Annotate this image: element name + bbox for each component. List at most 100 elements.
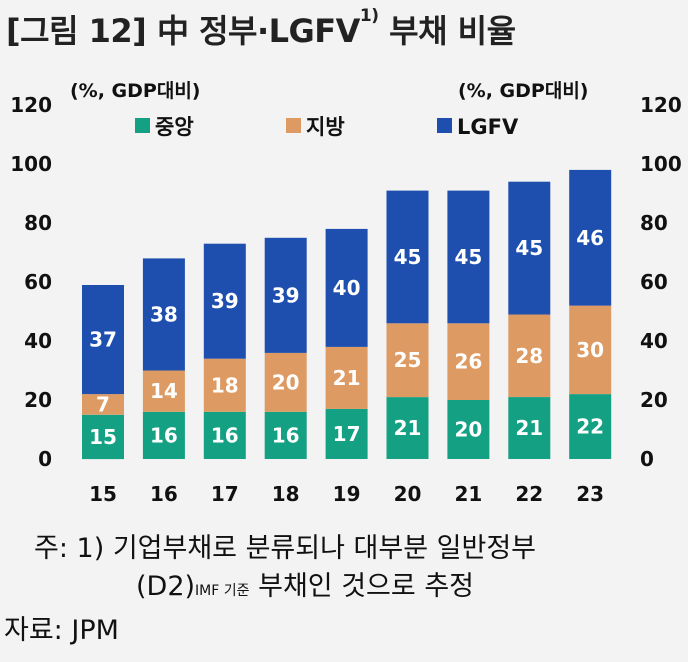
footnote-line-2: (D2)IMF 기준 부채인 것으로 추정	[136, 564, 474, 603]
y-tick-left-60: 60	[24, 270, 52, 294]
bar-LGFV-23	[569, 169, 612, 306]
y-tick-right-20: 20	[640, 388, 668, 412]
bar-중앙-23	[569, 394, 612, 459]
left-y-ticks: 0 20 40 60 80 100 120	[10, 93, 52, 471]
bar-중앙-15	[82, 414, 124, 460]
data-label-지방-15: 7	[96, 392, 110, 416]
y-tick-left-100: 100	[10, 152, 52, 176]
bar-지방-22	[508, 314, 551, 397]
y-tick-left-20: 20	[24, 388, 52, 412]
data-label-중앙-19: 17	[333, 422, 361, 446]
y-tick-right-100: 100	[640, 152, 682, 176]
y-tick-left-80: 80	[24, 211, 52, 235]
bar-지방-16	[142, 370, 185, 412]
data-label-LGFV-23: 46	[576, 226, 604, 250]
y-tick-right-80: 80	[640, 211, 668, 235]
data-label-중앙-16: 16	[150, 423, 178, 447]
legend-swatch-지방	[286, 118, 301, 133]
bar-LGFV-17	[203, 243, 246, 359]
y-tick-right-120: 120	[640, 93, 682, 117]
data-label-중앙-15: 15	[89, 425, 117, 449]
x-tick-22: 22	[515, 482, 543, 506]
data-label-LGFV-22: 45	[515, 236, 543, 260]
data-label-지방-16: 14	[150, 379, 178, 403]
bars-group: 15 7 37 16 14 38 16 18 39 16 20 39 17 21 40 21 25 45 20 26 4…	[82, 169, 612, 460]
footnote-d2: (D2)	[136, 571, 196, 602]
data-label-지방-20: 25	[394, 348, 422, 372]
bar-지방-21	[447, 323, 490, 400]
bar-지방-15	[82, 394, 124, 415]
bar-중앙-17	[203, 411, 246, 459]
data-label-중앙-18: 16	[272, 423, 300, 447]
bar-지방-17	[203, 358, 246, 412]
x-tick-21: 21	[454, 482, 482, 506]
bar-지방-20	[386, 323, 429, 398]
title-footnote-mark: 1)	[359, 6, 379, 26]
legend-swatch-LGFV	[437, 118, 452, 133]
bar-LGFV-15	[82, 285, 124, 395]
source-line: 자료: JPM	[4, 615, 119, 646]
data-label-중앙-17: 16	[211, 423, 239, 447]
data-label-LGFV-15: 37	[89, 328, 117, 352]
bar-중앙-20	[386, 397, 429, 459]
bar-중앙-22	[508, 397, 551, 459]
x-tick-23: 23	[576, 482, 604, 506]
bar-중앙-21	[447, 400, 490, 459]
data-label-지방-21: 26	[454, 350, 482, 374]
bar-지방-19	[325, 346, 368, 409]
data-label-LGFV-19: 40	[333, 276, 361, 300]
data-label-중앙-22: 21	[515, 416, 543, 440]
bar-LGFV-18	[264, 237, 307, 353]
footnote-imf: IMF 기준	[195, 583, 250, 599]
legend: 중앙 지방 LGFV	[135, 115, 519, 139]
legend-swatch-중앙	[135, 118, 150, 133]
x-tick-19: 19	[333, 482, 361, 506]
data-label-지방-22: 28	[515, 344, 543, 368]
bar-LGFV-20	[386, 190, 429, 324]
data-label-중앙-21: 20	[454, 418, 482, 442]
data-label-중앙-20: 21	[394, 416, 422, 440]
bar-중앙-18	[264, 411, 307, 459]
x-tick-17: 17	[211, 482, 239, 506]
data-label-LGFV-18: 39	[272, 283, 300, 307]
legend-label-지방: 지방	[306, 115, 345, 139]
title-prefix: [그림 12] 中 정부·LGFV	[6, 12, 360, 50]
right-axis-unit: (%, GDP대비)	[458, 80, 589, 102]
left-axis-unit: (%, GDP대비)	[70, 80, 201, 102]
bar-지방-23	[569, 305, 612, 395]
bar-중앙-19	[325, 408, 368, 459]
bar-LGFV-21	[447, 190, 490, 324]
bar-중앙-16	[142, 411, 185, 459]
y-tick-left-0: 0	[38, 447, 52, 471]
x-tick-15: 15	[89, 482, 117, 506]
data-label-중앙-23: 22	[576, 415, 604, 439]
legend-label-LGFV: LGFV	[457, 115, 519, 139]
data-label-지방-23: 30	[576, 338, 604, 362]
data-label-LGFV-16: 38	[150, 302, 178, 326]
y-tick-left-40: 40	[24, 329, 52, 353]
x-tick-16: 16	[150, 482, 178, 506]
bar-LGFV-19	[325, 228, 368, 347]
x-tick-18: 18	[272, 482, 300, 506]
y-tick-left-120: 120	[10, 93, 52, 117]
x-tick-20: 20	[394, 482, 422, 506]
y-tick-right-60: 60	[640, 270, 668, 294]
right-y-ticks: 0 20 40 60 80 100 120	[640, 93, 682, 471]
y-tick-right-40: 40	[640, 329, 668, 353]
bar-지방-18	[264, 352, 307, 412]
data-label-LGFV-17: 39	[211, 289, 239, 313]
data-label-LGFV-20: 45	[394, 245, 422, 269]
data-label-지방-17: 18	[211, 373, 239, 397]
bar-LGFV-22	[508, 181, 551, 315]
chart-title: [그림 12] 中 정부·LGFV1) 부채 비율	[6, 6, 516, 52]
data-label-지방-18: 20	[272, 370, 300, 394]
data-label-지방-19: 21	[333, 366, 361, 390]
data-label-LGFV-21: 45	[454, 245, 482, 269]
x-ticks: 15 16 17 18 19 20 21 22 23	[89, 482, 604, 506]
title-suffix: 부채 비율	[378, 12, 516, 50]
bar-LGFV-16	[142, 258, 185, 371]
legend-label-중앙: 중앙	[155, 115, 194, 139]
y-tick-right-0: 0	[640, 447, 654, 471]
footnote-line-1: 주: 1) 기업부채로 분류되나 대부분 일반정부	[34, 533, 537, 564]
